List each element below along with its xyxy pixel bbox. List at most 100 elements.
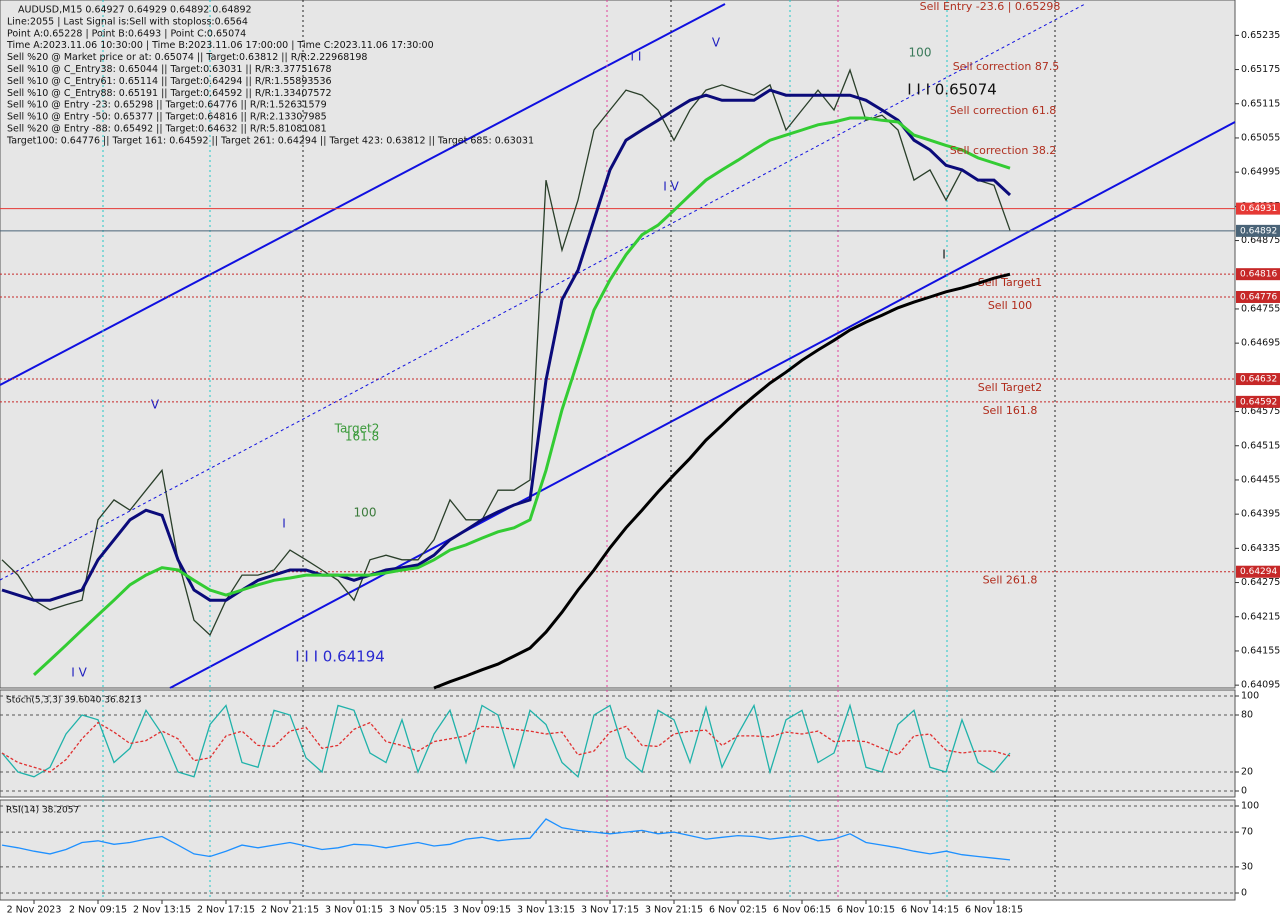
info-line: Sell %10 @ C_Entry38: 0.65044 || Target:… [7, 64, 332, 75]
rsi-pane [0, 799, 1236, 901]
x-tick-label: 3 Nov 01:15 [325, 905, 383, 916]
x-tick-label: 2 Nov 2023 [7, 905, 62, 916]
annotation: 100 [354, 506, 377, 520]
series-line [433, 272, 1011, 690]
channel-upper [0, 3, 726, 386]
x-tick-label: 2 Nov 13:15 [133, 905, 191, 916]
annotation: I [942, 248, 946, 262]
level-price-box [1236, 224, 1280, 237]
level-price: 0.64816 [1240, 270, 1277, 280]
y-tick-label: 0.64215 [1241, 611, 1280, 622]
annotation: 100 [909, 46, 932, 60]
series-line [1, 88, 1012, 602]
annotation: I I I 0.64194 [295, 648, 385, 666]
annotation: V [712, 36, 721, 50]
info-line: Target100: 0.64776 || Target 161: 0.6459… [6, 135, 534, 146]
y-tick-label: 0.64575 [1241, 406, 1280, 417]
x-tick-label: 6 Nov 14:15 [901, 905, 959, 916]
y-tick-label: 0.64995 [1241, 167, 1280, 178]
y-tick-label: 0.65055 [1241, 132, 1280, 143]
y-tick-label: 0.65175 [1241, 64, 1280, 75]
x-tick-label: 2 Nov 09:15 [69, 905, 127, 916]
annotation: I I I 0.65074 [907, 81, 997, 99]
annotation: Sell correction 61.8 [950, 104, 1057, 117]
annotation: I V [71, 666, 87, 680]
level-price-box [1236, 395, 1280, 408]
x-tick-label: 3 Nov 09:15 [453, 905, 511, 916]
level-price: 0.64294 [1240, 567, 1277, 577]
x-tick-label: 3 Nov 13:15 [517, 905, 575, 916]
y-tick-label: 30 [1241, 861, 1253, 872]
level-price-box [1236, 565, 1280, 578]
info-line: Point A:0.65228 | Point B:0.6493 | Point… [7, 28, 246, 39]
x-tick-label: 6 Nov 10:15 [837, 905, 895, 916]
y-tick-label: 0.64275 [1241, 577, 1280, 588]
level-price-box [1236, 202, 1280, 215]
level-name: Sell 161.8 [983, 404, 1038, 417]
annotation: I I [631, 50, 642, 64]
pane-title: RSI(14) 38.2057 [6, 806, 79, 816]
x-tick-label: 2 Nov 21:15 [261, 905, 319, 916]
x-tick-label: 3 Nov 17:15 [581, 905, 639, 916]
series-line [1, 703, 1011, 778]
annotation: Sell correction 38.2 [950, 144, 1057, 157]
pane-title: Stoch(5,3,3) 39.6040 36.8213 [6, 696, 141, 706]
y-tick-label: 100 [1241, 691, 1259, 702]
info-line: Sell %20 @ Market price or at: 0.65074 |… [7, 52, 367, 63]
y-tick-label: 70 [1241, 827, 1253, 838]
x-tick-label: 3 Nov 05:15 [389, 905, 447, 916]
y-tick-label: 0.64095 [1241, 680, 1280, 691]
y-tick-label: 0.64395 [1241, 509, 1280, 520]
info-line: Time A:2023.11.06 10:30:00 | Time B:2023… [6, 40, 434, 51]
y-tick-label: 0.64515 [1241, 440, 1280, 451]
annotation: Sell correction 87.5 [953, 60, 1060, 73]
annotation: Target2 [334, 422, 380, 436]
stoch-pane [0, 689, 1236, 798]
level-name: Sell 261.8 [983, 574, 1038, 587]
level-name: Sell Target1 [978, 276, 1042, 289]
series-line [1, 818, 1011, 861]
level-price-box [1236, 373, 1280, 386]
level-price: 0.64592 [1240, 397, 1277, 407]
series-line [32, 116, 1011, 677]
info-line: Sell %10 @ Entry -50: 0.65377 || Target:… [7, 112, 327, 123]
annotation: V [151, 398, 160, 412]
y-tick-label: 0.64695 [1241, 338, 1280, 349]
y-tick-label: 0.64155 [1241, 645, 1280, 656]
channel-lower [169, 121, 1236, 689]
level-price: 0.64892 [1240, 226, 1277, 236]
annotation: Sell Entry -23.6 | 0.65298 [920, 0, 1061, 13]
y-tick-label: 80 [1241, 710, 1253, 721]
y-tick-label: 100 [1241, 801, 1259, 812]
info-line: Sell %10 @ C_Entry88: 0.65191 || Target:… [7, 88, 332, 99]
level-price-box [1236, 290, 1280, 303]
level-price: 0.64776 [1240, 292, 1277, 302]
level-price: 0.64931 [1240, 204, 1277, 214]
x-tick-label: 6 Nov 06:15 [773, 905, 831, 916]
info-line: Sell %10 @ Entry -23: 0.65298 || Target:… [7, 100, 327, 111]
y-tick-label: 0.64455 [1241, 474, 1280, 485]
y-tick-label: 0.65235 [1241, 30, 1280, 41]
x-tick-label: 2 Nov 17:15 [197, 905, 255, 916]
x-tick-label: 6 Nov 02:15 [709, 905, 767, 916]
annotation: I [282, 517, 286, 531]
info-line: Sell %10 @ C_Entry61: 0.65114 || Target:… [7, 76, 332, 87]
main-pane [0, 0, 1236, 689]
series-line [1, 68, 1011, 637]
channel-middle [0, 3, 1086, 581]
level-name: Sell 100 [988, 299, 1032, 312]
y-tick-label: 0.64755 [1241, 303, 1280, 314]
y-tick-label: 20 [1241, 767, 1253, 778]
x-tick-label: 3 Nov 21:15 [645, 905, 703, 916]
info-line: Sell %20 @ Entry -88: 0.65492 || Target:… [7, 124, 327, 135]
y-tick-label: 0.64335 [1241, 543, 1280, 554]
y-tick-label: 0.64875 [1241, 235, 1280, 246]
level-name: Sell Target2 [978, 381, 1042, 394]
annotation: 161.8 [345, 430, 379, 444]
annotation: I V [663, 180, 679, 194]
info-line: Line:2055 | Last Signal is:Sell with sto… [7, 16, 248, 27]
y-tick-label: 0 [1241, 888, 1247, 899]
level-price-box [1236, 268, 1280, 281]
